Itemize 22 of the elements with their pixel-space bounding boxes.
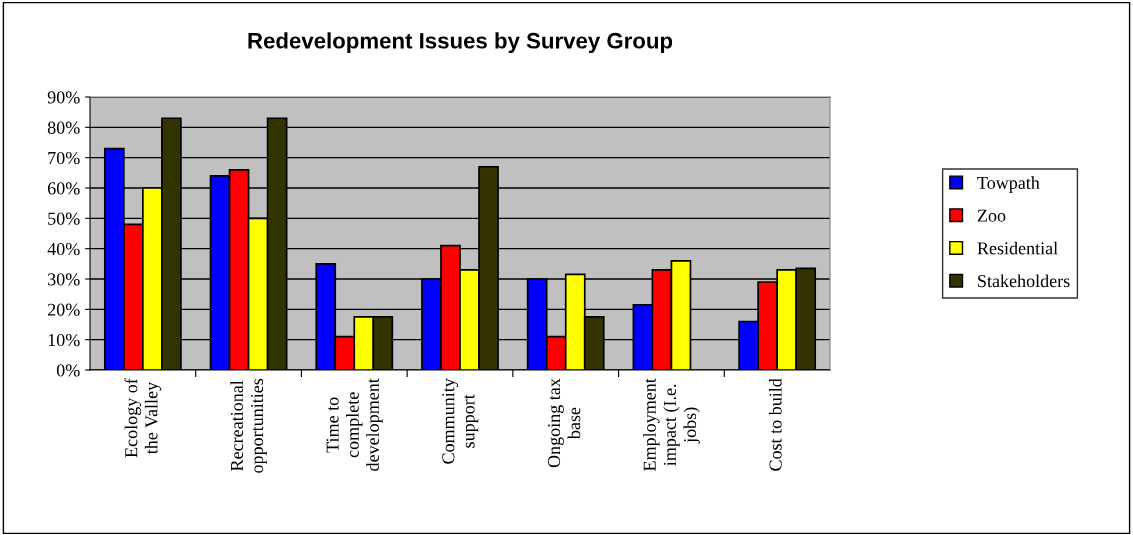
legend-label: Zoo: [977, 209, 1006, 222]
x-tick-label: Time to complete development: [326, 378, 383, 471]
y-tick-label: 0%: [56, 364, 80, 377]
y-tick-label: 30%: [48, 273, 80, 286]
y-tick-label: 20%: [47, 303, 80, 316]
y-tick-label: 80%: [47, 121, 80, 134]
x-tick-label: Employment impact (I.e. jobs): [643, 378, 700, 471]
x-tick-label: Cost to build: [768, 378, 782, 471]
y-tick-label: 50%: [48, 212, 80, 225]
y-tick-label: 40%: [47, 242, 80, 256]
y-tick-label: 90%: [47, 91, 80, 104]
legend-label: Stakeholders: [978, 274, 1070, 288]
y-tick-label: 60%: [47, 182, 80, 195]
chart-title: Redevelopment Issues by Survey Group: [248, 32, 673, 53]
legend-label: Residential: [977, 241, 1058, 255]
x-tick-label: Ecology of the Valley: [124, 378, 162, 458]
legend-label: Towpath: [977, 176, 1040, 193]
x-tick-label: Ongoing tax base: [547, 378, 581, 468]
x-tick-label: Recreational opportunities: [230, 378, 267, 473]
x-tick-label: Community support: [442, 378, 479, 464]
y-tick-label: 70%: [48, 151, 80, 165]
y-tick-label: 10%: [48, 333, 80, 347]
